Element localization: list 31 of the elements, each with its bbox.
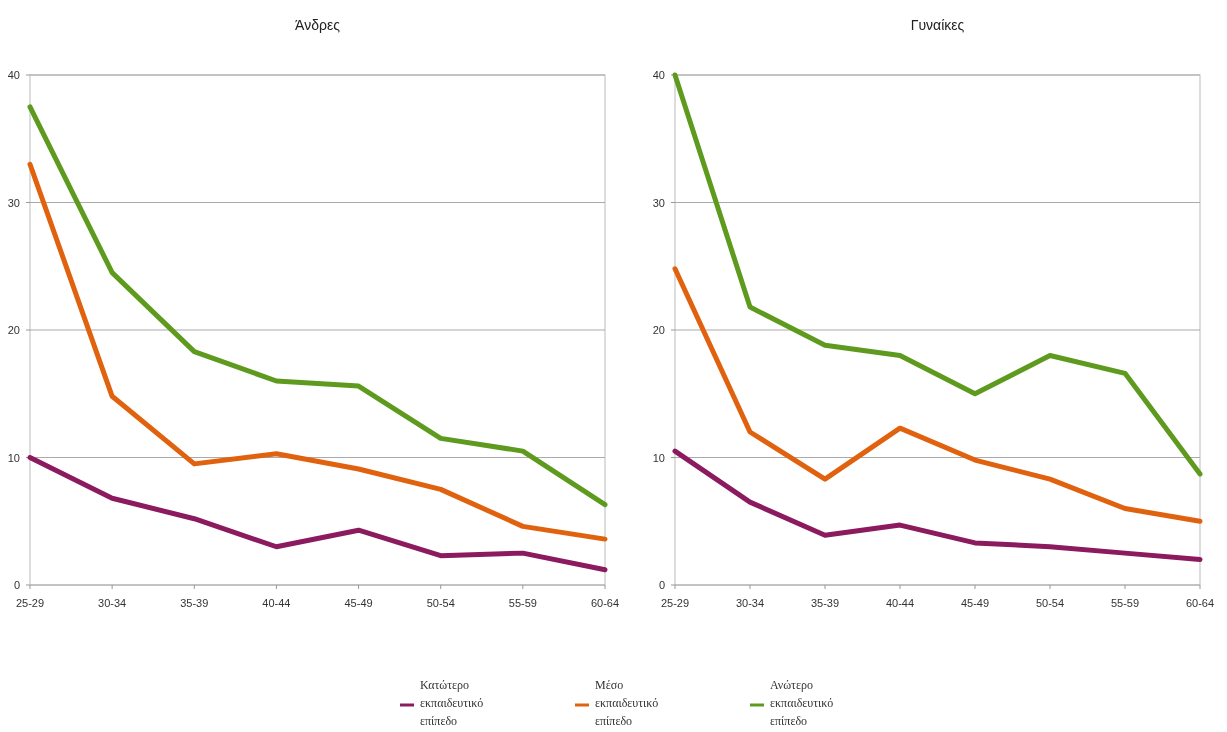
legend-label: Κατώτερο εκπαιδευτικό επίπεδο [420,678,484,728]
legend-label: Ανώτερο εκπαιδευτικό επίπεδο [770,678,834,728]
x-tick-label: 60-64 [590,597,620,609]
x-tick-label: 50-54 [1035,597,1065,609]
x-tick-label: 60-64 [1185,597,1215,609]
x-tick-label: 45-49 [344,597,373,609]
x-tick-label: 45-49 [960,597,990,609]
x-tick-label: 40-44 [262,597,291,609]
y-tick-label: 10 [652,451,665,464]
chart-title: Άνδρες [295,17,341,33]
chart-title: Γυναίκες [910,17,965,33]
x-tick-label: 55-59 [508,597,537,609]
y-tick-label: 10 [7,451,20,464]
y-tick-label: 30 [7,196,20,209]
x-tick-label: 35-39 [180,597,209,609]
x-tick-label: 40-44 [885,597,915,609]
x-tick-label: 30-34 [735,597,765,609]
x-tick-label: 25-29 [660,597,690,609]
legend-label: Μέσο εκπαιδευτικό επίπεδο [595,678,659,728]
x-tick-label: 30-34 [98,597,127,609]
y-tick-label: 0 [13,579,20,591]
y-tick-label: 20 [7,324,20,336]
y-tick-label: 30 [652,196,665,209]
y-tick-label: 40 [7,69,20,81]
x-tick-label: 50-54 [426,597,455,609]
x-tick-label: 25-29 [15,597,45,609]
y-tick-label: 0 [658,579,665,591]
y-tick-label: 40 [652,69,665,81]
y-tick-label: 20 [652,324,665,336]
x-tick-label: 55-59 [1110,597,1140,609]
x-tick-label: 35-39 [810,597,840,609]
